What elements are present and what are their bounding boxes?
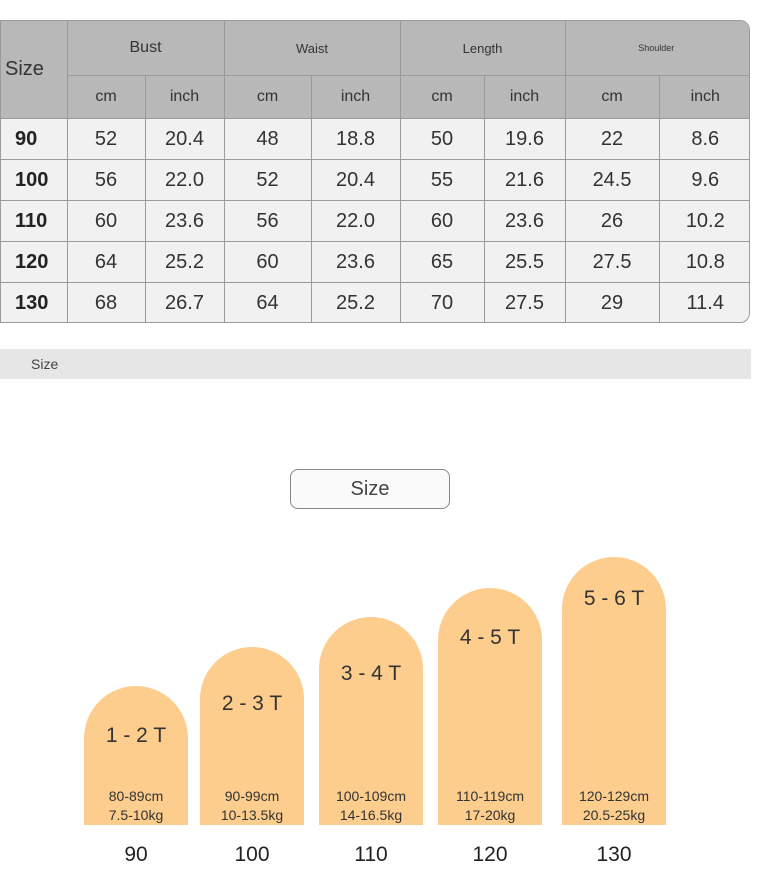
age-range-label: 5 - 6 T (583, 587, 645, 610)
measurement-cell: 64 (66, 241, 146, 283)
size-pillar: 1 - 2 T 80-89cm 7.5-10kg (84, 686, 188, 825)
size-pillar: 2 - 3 T 90-99cm 10-13.5kg (200, 647, 304, 825)
size-cell: 130 (1, 282, 68, 322)
measurement-cell: 27.5 (564, 241, 660, 283)
measurement-cell: 25.5 (483, 241, 566, 283)
size-cell: 100 (1, 159, 68, 201)
measurement-cell: 25.2 (310, 282, 401, 322)
table-row: 130 68 26.7 64 25.2 70 27.5 29 11.4 (1, 282, 749, 322)
shoulder-header-text: Shoulder (638, 43, 675, 53)
size-label: 130 (596, 843, 632, 866)
measurement-cell: 11.4 (658, 282, 749, 322)
measurement-cell: 8.6 (658, 118, 749, 160)
table-row: 120 64 25.2 60 23.6 65 25.5 27.5 10.8 (1, 241, 749, 283)
measurement-cell: 64 (223, 282, 312, 322)
measurement-cell: 70 (399, 282, 485, 322)
measurement-cell: 10.8 (658, 241, 749, 283)
bust-header: Bust (66, 21, 225, 76)
measurement-cell: 26.7 (144, 282, 225, 322)
measurement-cell: 60 (399, 200, 485, 242)
height-range-label: 120-129cm (578, 788, 650, 804)
measurement-cell: 56 (66, 159, 146, 201)
weight-range-label: 14-16.5kg (339, 807, 403, 823)
measurement-cell: 22 (564, 118, 660, 160)
size-label: 110 (354, 843, 388, 866)
weight-range-label: 20.5-25kg (582, 807, 646, 823)
measurement-cell: 19.6 (483, 118, 566, 160)
measurement-cell: 68 (66, 282, 146, 322)
size-header: Size (1, 21, 68, 119)
size-pillar: 4 - 5 T 110-119cm 17-20kg (438, 588, 542, 825)
size-label: 100 (234, 843, 270, 866)
height-range-label: 100-109cm (335, 788, 407, 804)
size-title-pill: Size (290, 469, 450, 509)
measurement-cell: 52 (66, 118, 146, 160)
age-range-label: 4 - 5 T (459, 626, 521, 649)
height-range-label: 110-119cm (456, 788, 524, 804)
measurement-cell: 65 (399, 241, 485, 283)
table-row: 110 60 23.6 56 22.0 60 23.6 26 10.2 (1, 200, 749, 242)
size-cell: 110 (1, 200, 68, 242)
measurement-cell: 22.0 (144, 159, 225, 201)
size-table: Size Bust Waist Length Shoulder cm inch … (0, 20, 750, 323)
measurement-cell: 27.5 (483, 282, 566, 322)
measurement-cell: 23.6 (483, 200, 566, 242)
unit-header: inch (310, 75, 401, 119)
weight-range-label: 7.5-10kg (108, 807, 164, 823)
measurement-cell: 9.6 (658, 159, 749, 201)
unit-header: inch (658, 75, 749, 119)
weight-range-label: 10-13.5kg (220, 807, 284, 823)
waist-header: Waist (223, 21, 401, 76)
size-pillar: 5 - 6 T 120-129cm 20.5-25kg (562, 557, 666, 825)
size-cell: 90 (1, 118, 68, 160)
size-label: 90 (124, 843, 148, 866)
age-range-label: 2 - 3 T (221, 692, 283, 715)
unit-header: cm (67, 75, 146, 119)
unit-header: cm (564, 75, 660, 119)
age-range-label: 3 - 4 T (340, 662, 402, 685)
measurement-cell: 50 (399, 118, 485, 160)
measurement-cell: 55 (399, 159, 485, 201)
measurement-cell: 20.4 (144, 118, 225, 160)
age-range-label: 1 - 2 T (105, 724, 167, 747)
measurement-cell: 24.5 (564, 159, 660, 201)
measurement-cell: 48 (223, 118, 312, 160)
measurement-cell: 56 (223, 200, 312, 242)
measurement-cell: 60 (223, 241, 312, 283)
table-row: 100 56 22.0 52 20.4 55 21.6 24.5 9.6 (1, 159, 749, 201)
height-range-label: 90-99cm (224, 788, 280, 804)
measurement-cell: 29 (564, 282, 660, 322)
measurement-cell: 60 (66, 200, 146, 242)
table-body: 90 52 20.4 48 18.8 50 19.6 22 8.6 100 56 22.0 52 20.4… (1, 118, 749, 322)
measurement-cell: 23.6 (310, 241, 401, 283)
size-pillar: 3 - 4 T 100-109cm 14-16.5kg (319, 617, 423, 825)
measurement-cell: 10.2 (658, 200, 749, 242)
size-section-band: Size (0, 349, 751, 379)
measurement-cell: 23.6 (144, 200, 225, 242)
measurement-cell: 25.2 (144, 241, 225, 283)
length-header: Length (399, 21, 566, 76)
unit-header: cm (399, 75, 485, 119)
measurement-cell: 26 (564, 200, 660, 242)
shoulder-header: Shoulder (564, 21, 749, 76)
measurement-cell: 52 (223, 159, 312, 201)
unit-header: cm (223, 75, 312, 119)
unit-header: inch (483, 75, 566, 119)
table-row: 90 52 20.4 48 18.8 50 19.6 22 8.6 (1, 118, 749, 160)
measurement-cell: 22.0 (310, 200, 401, 242)
weight-range-label: 17-20kg (464, 807, 516, 823)
height-range-label: 80-89cm (108, 788, 164, 804)
measurement-cell: 18.8 (310, 118, 401, 160)
size-label: 120 (472, 843, 508, 866)
unit-header: inch (144, 75, 225, 119)
size-cell: 120 (1, 241, 68, 283)
measurement-cell: 21.6 (483, 159, 566, 201)
measurement-cell: 20.4 (310, 159, 401, 201)
